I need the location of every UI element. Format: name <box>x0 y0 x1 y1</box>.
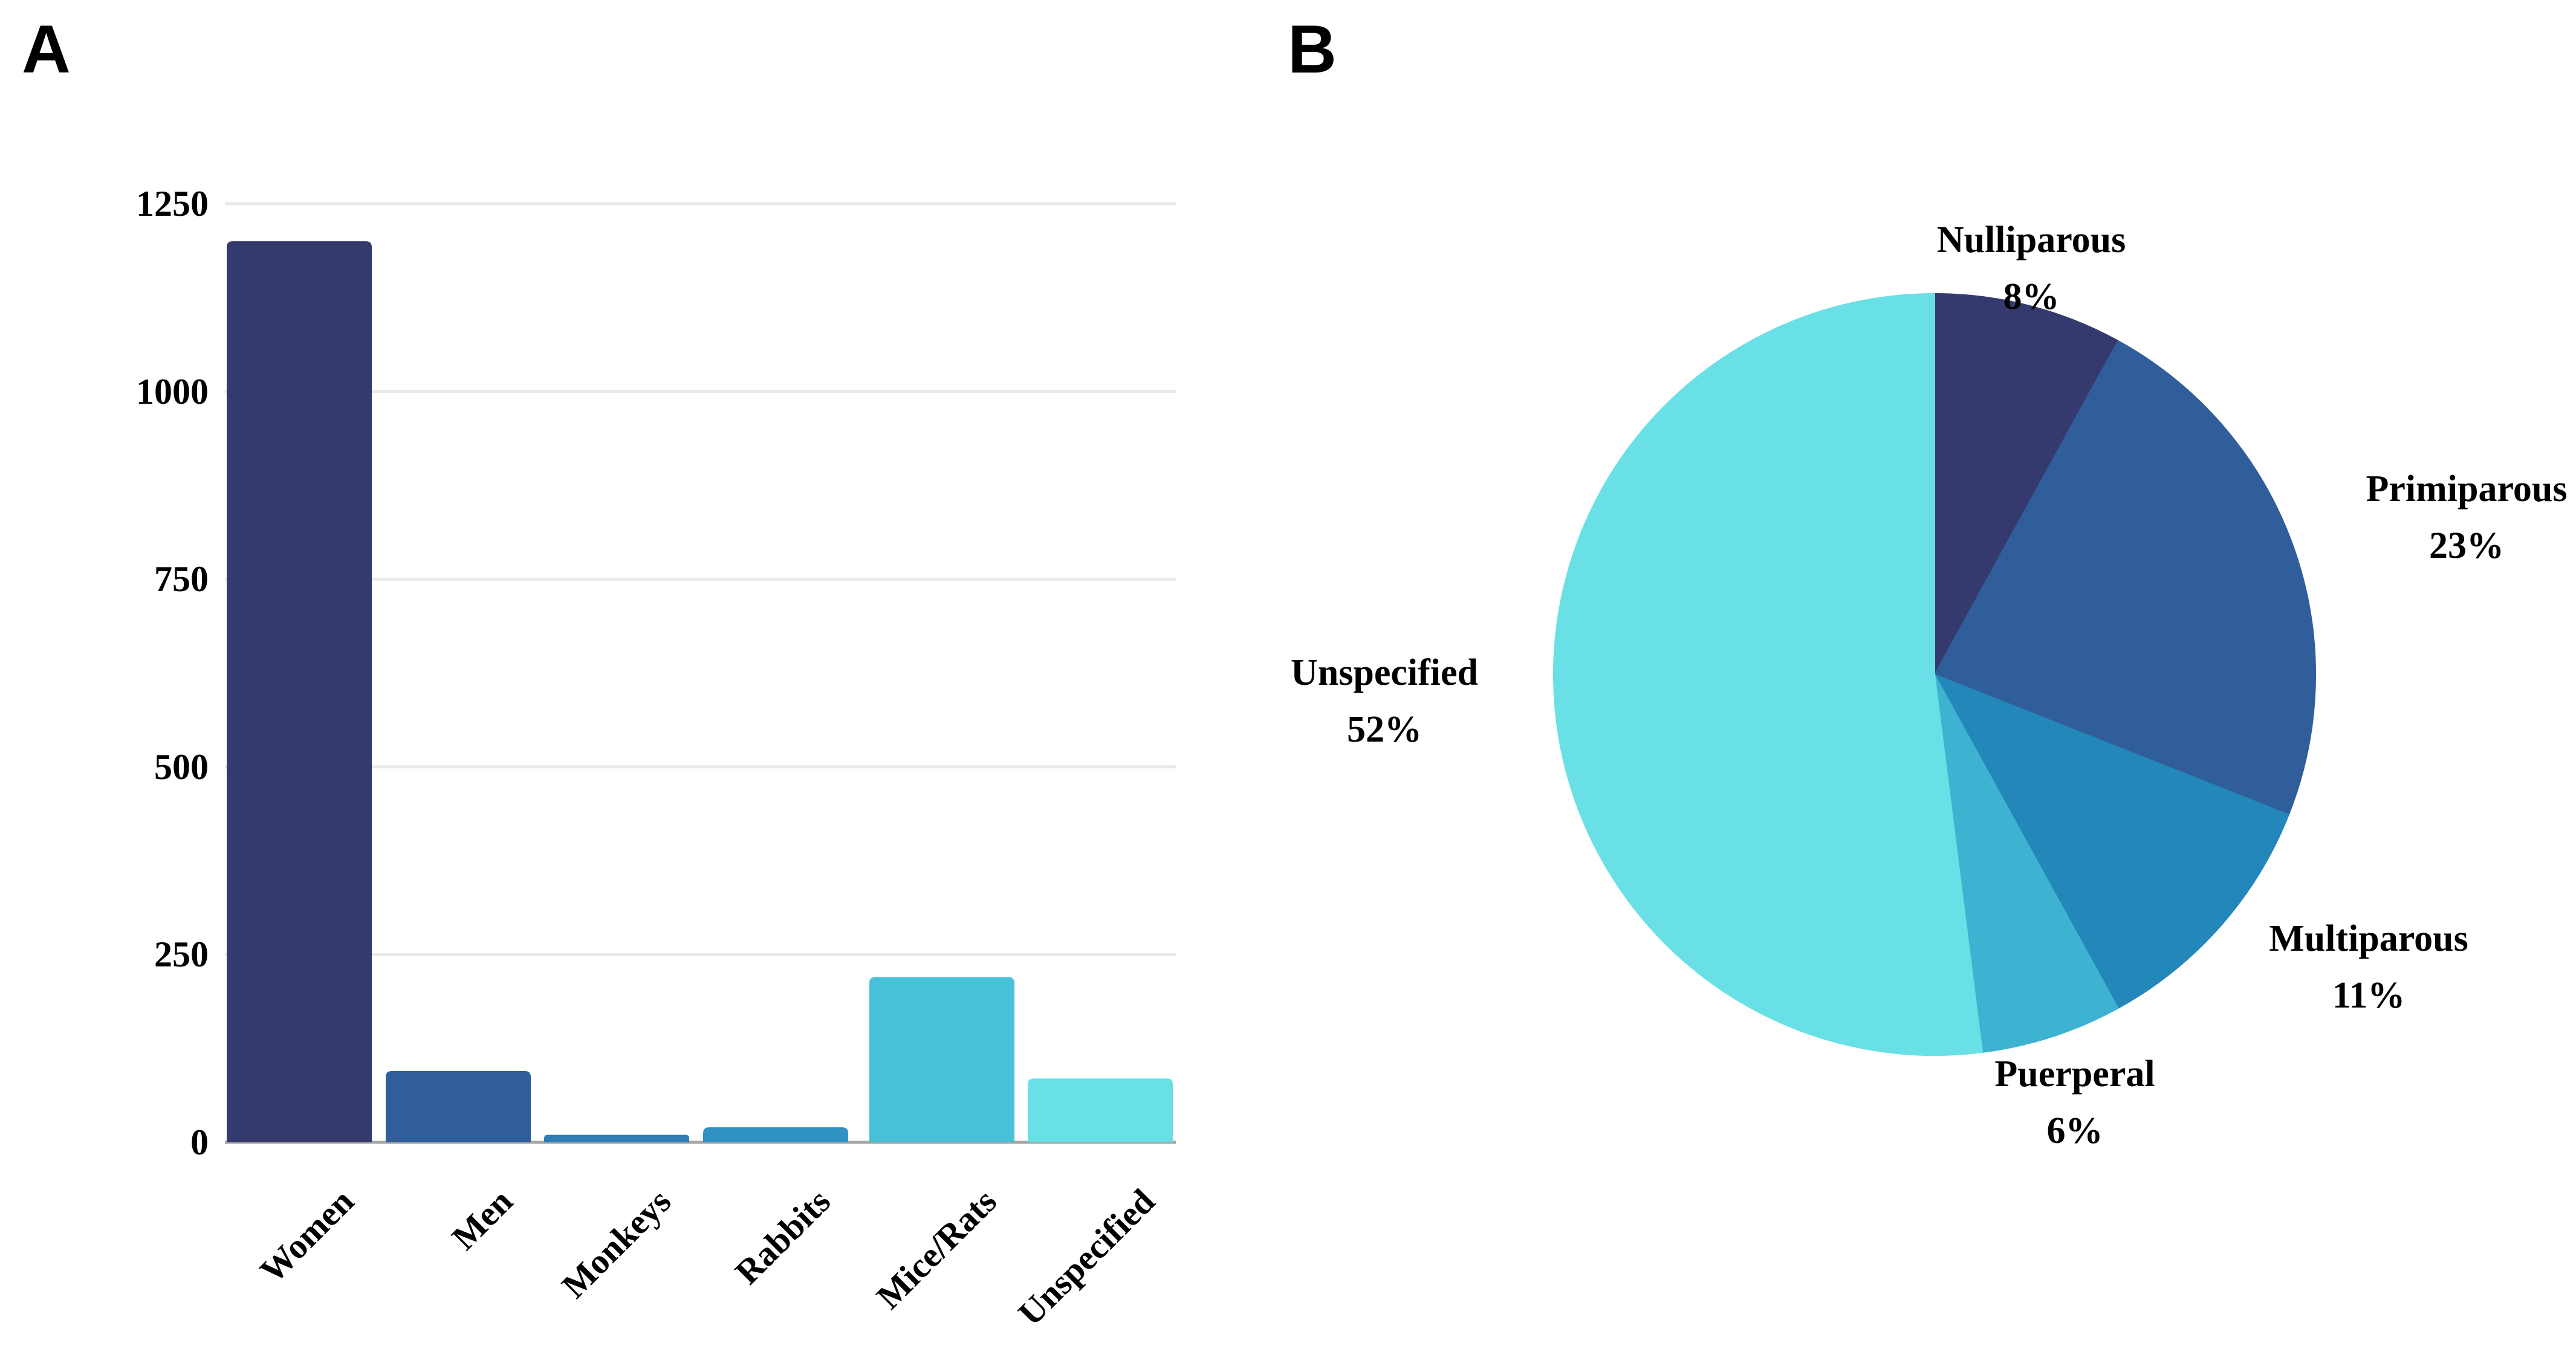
pie-label-pct: 23% <box>2428 525 2504 566</box>
pie-slice-primiparous <box>1933 340 2316 816</box>
bar-unspecified <box>1028 1078 1173 1142</box>
bar-rabbits <box>703 1127 848 1142</box>
pie-label-pct: 6% <box>2046 1110 2103 1151</box>
y-tick-label: 1000 <box>136 371 209 412</box>
y-tick-label: 0 <box>190 1122 209 1162</box>
pie-label-pct: 8% <box>2003 276 2060 317</box>
pie-slice-unspecified <box>1553 293 1984 1056</box>
pie-label-unspecified: Unspecified 52% <box>1291 644 1478 758</box>
pie-slice-puerperal <box>1934 674 2119 1053</box>
pie-label-text: Primiparous <box>2366 468 2568 510</box>
y-tick-label: 250 <box>154 934 209 975</box>
panel-a-label: A <box>22 11 72 87</box>
pie-label-text: Multiparous <box>2269 918 2468 959</box>
bar-mice-rats <box>869 977 1014 1142</box>
pie-label-text: Unspecified <box>1291 652 1478 693</box>
pie-label-pct: 52% <box>1347 709 1422 750</box>
pie-label-multiparous: Multiparous 11% <box>2269 910 2468 1024</box>
pie-label-pct: 11% <box>2332 975 2406 1016</box>
y-tick-label: 500 <box>154 746 209 787</box>
pie-slice-multiparous <box>1933 673 2290 1009</box>
pie-label-primiparous: Primiparous 23% <box>2366 461 2568 574</box>
bar-women <box>227 241 372 1142</box>
pie-label-text: Nulliparous <box>1936 219 2126 260</box>
panel-b-label: B <box>1288 11 1338 87</box>
y-tick-label: 1250 <box>136 184 209 224</box>
pie-label-nulliparous: Nulliparous 8% <box>1937 212 2126 325</box>
pie-label-text: Puerperal <box>1994 1053 2155 1095</box>
pie-label-puerperal: Puerperal 6% <box>1994 1046 2155 1159</box>
y-tick-label: 750 <box>154 559 209 600</box>
bar-men <box>386 1070 531 1142</box>
bar-monkeys <box>544 1134 689 1142</box>
pie-slice-nulliparous <box>1934 293 2119 675</box>
